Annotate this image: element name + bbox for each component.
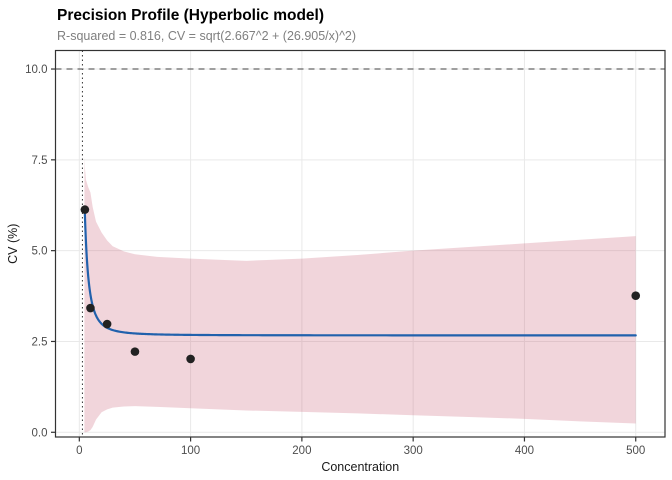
fit-curve <box>83 213 637 337</box>
x-tick-label: 500 <box>626 445 645 457</box>
x-axis-title: Concentration <box>321 460 399 474</box>
data-point <box>102 319 112 329</box>
panel-border <box>54 49 666 438</box>
y-tick-label: 10.0 <box>25 64 47 76</box>
data-point <box>80 205 90 214</box>
plot-panel <box>55 50 665 437</box>
y-tick-label: 5.0 <box>32 246 48 258</box>
x-tick-label: 300 <box>404 445 423 457</box>
data-point <box>86 303 95 313</box>
x-tick-label: 400 <box>515 445 534 457</box>
data-point <box>130 347 140 356</box>
data-point <box>186 354 195 364</box>
y-axis-title: CV (%) <box>6 224 20 264</box>
x-tick-label: 100 <box>181 445 200 457</box>
y-tick-label: 7.5 <box>32 155 48 167</box>
y-tick-label: 0.0 <box>32 427 48 439</box>
x-tick-label: 0 <box>76 445 82 457</box>
x-tick-label: 200 <box>292 445 311 457</box>
data-point <box>631 291 641 300</box>
confidence-ribbon <box>84 156 636 433</box>
chart-subtitle: R-squared = 0.816, CV = sqrt(2.667^2 + (… <box>57 29 357 43</box>
chart-title: Precision Profile (Hyperbolic model) <box>57 7 325 24</box>
y-tick-label: 2.5 <box>32 336 48 348</box>
